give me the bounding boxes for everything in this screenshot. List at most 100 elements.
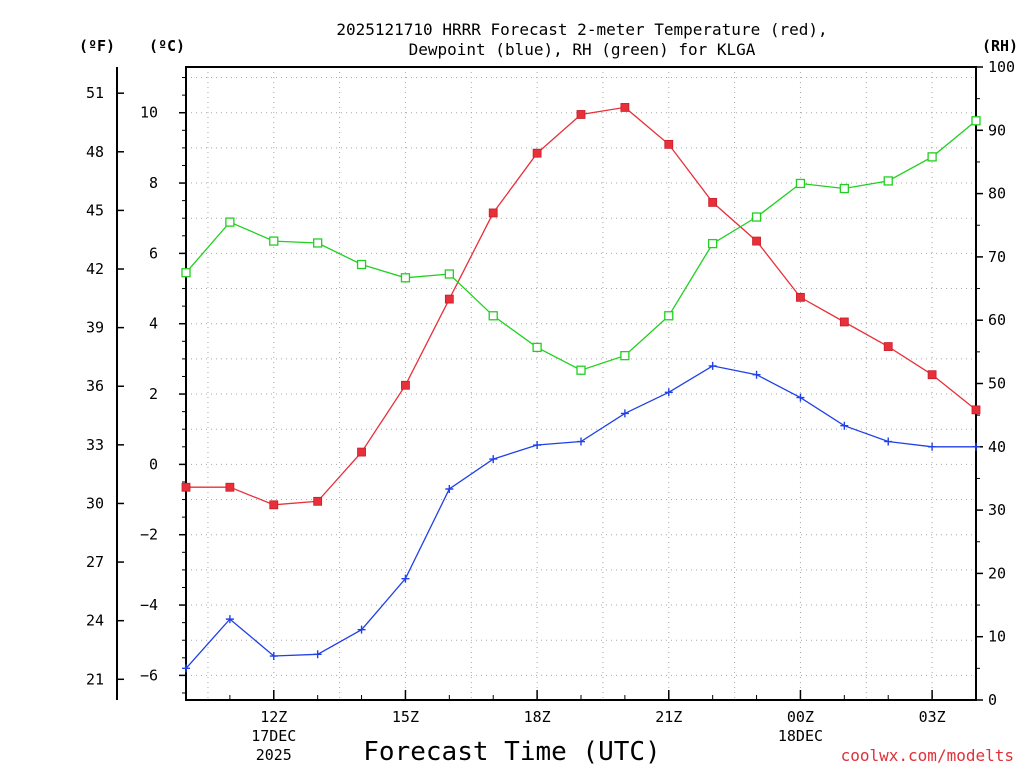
dewpoint-point xyxy=(313,650,322,659)
dewpoint-point xyxy=(225,615,234,624)
dewpoint-point xyxy=(708,361,717,370)
fahrenheit-tick-label: 42 xyxy=(86,260,104,278)
dewpoint-point xyxy=(182,664,190,673)
unit-label-rh: (RH) xyxy=(982,37,1018,55)
fahrenheit-tick-label: 33 xyxy=(86,436,104,454)
rh-point xyxy=(883,176,893,186)
rh-tick-label: 10 xyxy=(988,628,1006,646)
rh-point xyxy=(664,311,674,321)
rh-tick-label: 80 xyxy=(988,185,1006,203)
rh-point xyxy=(313,238,323,248)
rh-point xyxy=(488,311,498,321)
fahrenheit-tick-label: 48 xyxy=(86,143,104,161)
x-tick-label: 12Z xyxy=(260,708,287,726)
temperature-point xyxy=(927,370,937,380)
celsius-tick-label: −2 xyxy=(140,526,158,544)
chart-title-line2: Dewpoint (blue), RH (green) for KLGA xyxy=(409,40,756,59)
dewpoint-point xyxy=(577,437,585,446)
fahrenheit-tick-label: 36 xyxy=(86,377,104,395)
rh-point xyxy=(576,365,586,375)
dewpoint-point xyxy=(796,393,805,402)
x-tick-label: 00Z xyxy=(787,708,814,726)
fahrenheit-tick-label: 27 xyxy=(86,553,104,571)
rh-tick-label: 20 xyxy=(988,564,1006,582)
temperature-point xyxy=(620,103,630,112)
dewpoint-point xyxy=(972,442,980,451)
rh-point xyxy=(269,236,279,246)
rh-tick-label: 100 xyxy=(988,58,1015,76)
temperature-point xyxy=(752,236,761,246)
series-layer xyxy=(181,103,981,673)
temperature-point xyxy=(488,208,498,218)
rh-tick-label: 0 xyxy=(988,691,997,709)
rh-point xyxy=(356,259,367,270)
celsius-tick-label: 2 xyxy=(149,385,158,403)
celsius-tick-label: 6 xyxy=(149,244,158,262)
axes xyxy=(116,66,983,701)
rh-point xyxy=(400,273,411,283)
credit-text: coolwx.com/modelts xyxy=(841,746,1014,765)
dewpoint-point xyxy=(620,409,629,418)
rh-point xyxy=(444,269,454,279)
rh-tick-label: 60 xyxy=(988,311,1006,329)
dewpoint-point xyxy=(928,442,937,451)
dewpoint-point xyxy=(884,437,893,446)
temperature-point xyxy=(181,482,191,492)
rh-point xyxy=(620,350,630,361)
unit-label-celsius: (ºC) xyxy=(149,37,185,55)
temperature-point xyxy=(357,447,366,457)
rh-tick-label: 30 xyxy=(988,501,1006,519)
dewpoint-point xyxy=(664,388,673,397)
x-tick-label: 15Z xyxy=(392,708,419,726)
x-axis-label: Forecast Time (UTC) xyxy=(363,737,660,767)
fahrenheit-tick-label: 39 xyxy=(86,319,104,337)
rh-point xyxy=(927,152,937,162)
temperature-point xyxy=(313,496,323,506)
fahrenheit-tick-label: 30 xyxy=(86,494,104,512)
dewpoint-point xyxy=(357,625,366,634)
rh-point xyxy=(751,212,762,222)
unit-label-fahrenheit: (ºF) xyxy=(79,37,115,55)
rh-point xyxy=(532,342,542,353)
rh-series-line xyxy=(185,120,977,371)
dewpoint-point xyxy=(489,455,498,464)
chart-title-line1: 2025121710 HRRR Forecast 2-meter Tempera… xyxy=(336,20,827,39)
rh-point xyxy=(225,217,235,227)
fahrenheit-tick-label: 24 xyxy=(86,612,104,630)
dewpoint-series-line xyxy=(185,365,976,669)
rh-tick-label: 40 xyxy=(988,438,1006,456)
dewpoint-point xyxy=(752,370,761,379)
dewpoint-point xyxy=(401,574,410,583)
temperature-point xyxy=(576,110,586,119)
celsius-tick-label: 10 xyxy=(140,104,158,122)
temperature-point xyxy=(225,482,235,492)
temperature-point xyxy=(532,148,542,158)
rh-tick-label: 70 xyxy=(988,248,1006,266)
temperature-point xyxy=(401,380,410,390)
celsius-tick-label: −4 xyxy=(140,596,158,614)
temperature-point xyxy=(444,294,454,304)
celsius-tick-label: 4 xyxy=(149,315,158,333)
rh-point xyxy=(971,116,981,126)
temperature-point xyxy=(664,139,674,149)
celsius-tick-label: −6 xyxy=(140,666,158,684)
temperature-point xyxy=(708,197,718,207)
fahrenheit-tick-label: 21 xyxy=(86,670,104,688)
grid-lines xyxy=(186,67,976,700)
temperature-point xyxy=(971,405,981,415)
fahrenheit-tick-label: 51 xyxy=(86,84,104,102)
dewpoint-point xyxy=(445,485,454,493)
rh-point xyxy=(839,183,849,194)
temperature-point xyxy=(883,342,893,351)
x-tick-label: 17DEC xyxy=(251,727,296,745)
tick-labels: 1086420−2−4−6514845423936333027242110090… xyxy=(86,58,1015,764)
celsius-tick-label: 8 xyxy=(149,174,158,192)
temperature-point xyxy=(839,317,849,327)
rh-point xyxy=(708,238,718,249)
dewpoint-point xyxy=(533,441,542,450)
dewpoint-point xyxy=(840,421,849,430)
fahrenheit-tick-label: 45 xyxy=(86,201,104,219)
rh-point xyxy=(795,178,806,189)
